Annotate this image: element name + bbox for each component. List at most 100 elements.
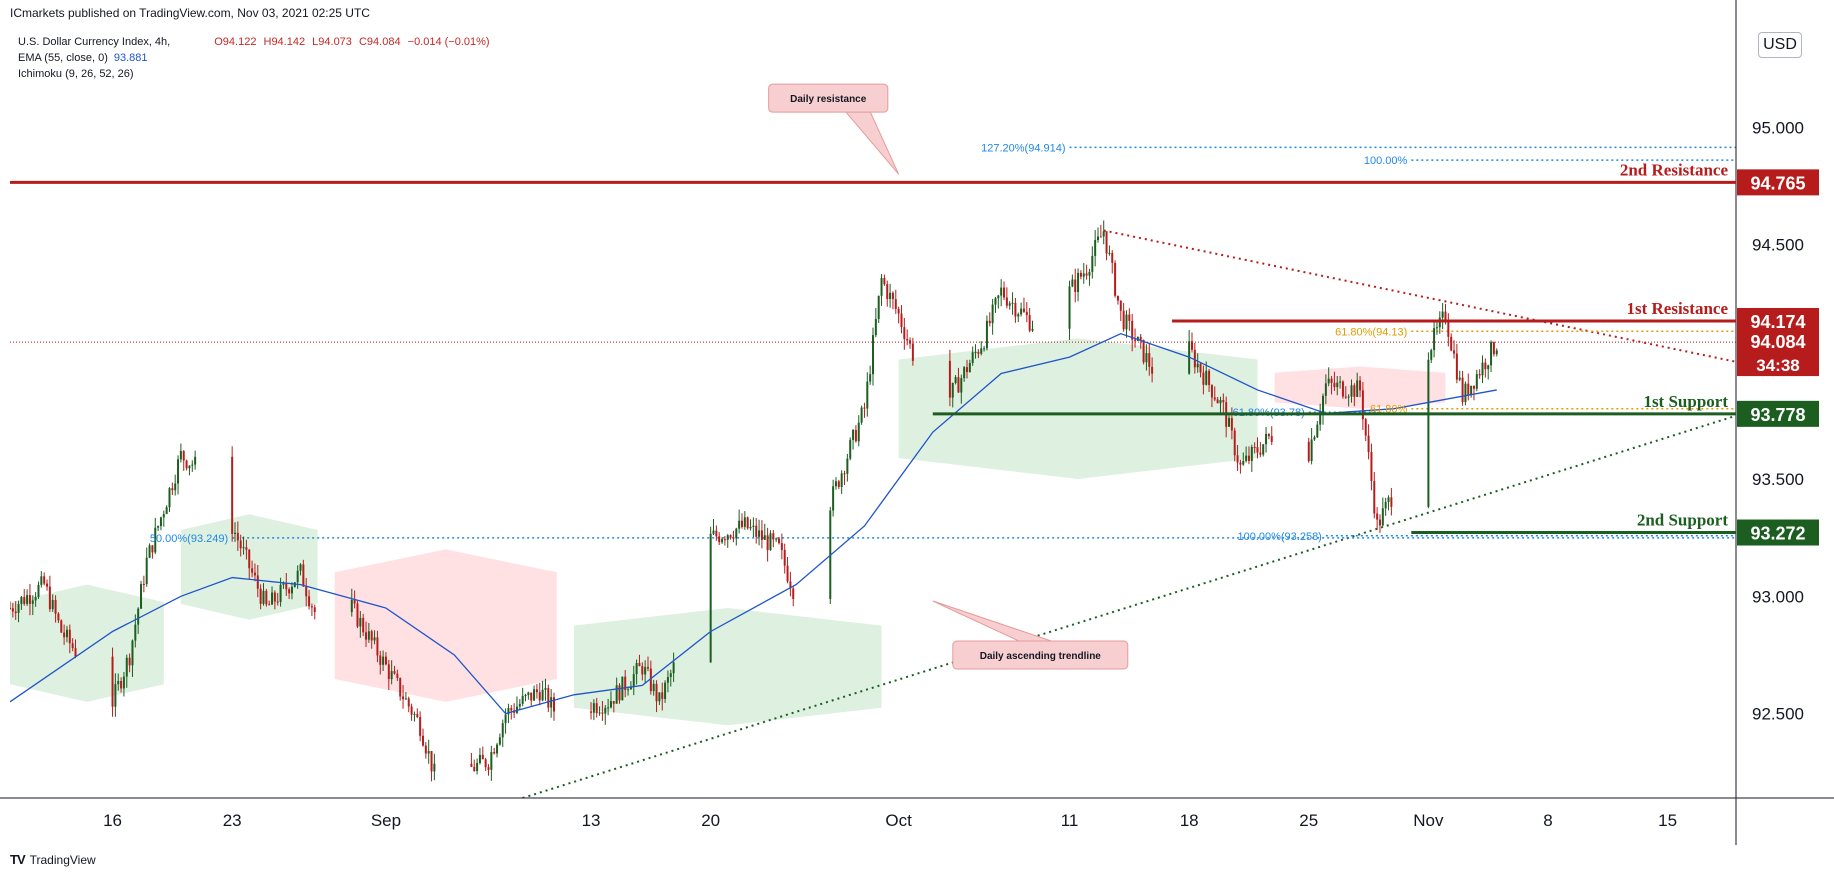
- candle-body: [419, 717, 422, 736]
- candle: [527, 691, 530, 700]
- candle: [1265, 427, 1268, 453]
- candle-body: [886, 284, 889, 300]
- candle-body: [279, 584, 282, 602]
- candle-body: [1430, 350, 1433, 360]
- candle: [780, 533, 783, 560]
- candle: [618, 683, 621, 704]
- candle-body: [1079, 272, 1082, 277]
- candle-body: [894, 299, 897, 309]
- candle-body: [786, 565, 789, 582]
- candle: [632, 665, 635, 696]
- level-price-label: 94.174: [1750, 312, 1805, 332]
- candle: [1114, 260, 1117, 298]
- candle-body: [1370, 452, 1373, 482]
- candle: [840, 470, 843, 494]
- candle-body: [1478, 374, 1481, 376]
- level-name: 1st Support: [1643, 392, 1728, 411]
- candle-body: [367, 631, 370, 640]
- candle-body: [1190, 341, 1193, 350]
- candle-body: [1122, 310, 1125, 330]
- candle-body: [1228, 418, 1231, 427]
- candle-body: [507, 707, 510, 715]
- candle-body: [1341, 381, 1344, 397]
- candle: [145, 547, 148, 587]
- candle: [854, 425, 857, 443]
- candle: [988, 312, 991, 327]
- candle: [886, 280, 889, 307]
- candle-body: [1322, 395, 1325, 414]
- candle-body: [14, 611, 17, 614]
- candle-body: [541, 689, 544, 701]
- candle: [185, 459, 188, 471]
- candle: [1222, 393, 1225, 414]
- countdown-label: 34:38: [1756, 356, 1799, 375]
- candle: [1085, 264, 1088, 280]
- candle-body: [963, 367, 966, 379]
- candle: [28, 584, 31, 616]
- candle: [1219, 396, 1222, 413]
- candle-body: [1097, 236, 1100, 241]
- candle-body: [1265, 434, 1268, 445]
- candle-body: [763, 535, 766, 540]
- candle: [1373, 471, 1376, 519]
- candle-body: [538, 692, 541, 701]
- candle: [1068, 280, 1071, 340]
- candle: [906, 329, 909, 346]
- candle-body: [1319, 413, 1322, 425]
- candle: [723, 535, 726, 546]
- candle: [1245, 446, 1248, 463]
- candle-body: [968, 363, 971, 373]
- candle-body: [1481, 362, 1484, 376]
- tradingview-footer[interactable]: TV TradingView: [10, 852, 96, 867]
- candle-body: [615, 685, 618, 704]
- candle: [1091, 246, 1094, 279]
- candle: [983, 345, 986, 352]
- candle-body: [874, 318, 877, 336]
- candle: [151, 545, 154, 559]
- candle-body: [1484, 362, 1487, 370]
- candle: [758, 519, 761, 546]
- candle: [1267, 433, 1270, 440]
- candle: [869, 365, 872, 385]
- candle-body: [524, 695, 527, 697]
- candle-body: [498, 737, 501, 745]
- candle-body: [595, 703, 598, 714]
- ema-label[interactable]: EMA (55, close, 0): [18, 52, 108, 64]
- candle: [498, 733, 501, 746]
- candle-body: [854, 429, 857, 442]
- candle: [14, 601, 17, 620]
- candle-body: [715, 530, 718, 537]
- candle: [34, 592, 37, 607]
- currency-button[interactable]: USD: [1758, 32, 1802, 58]
- kumo-cloud: [898, 338, 1258, 480]
- candle-body: [863, 407, 866, 409]
- candle: [165, 505, 168, 515]
- candle: [874, 308, 877, 338]
- candle: [1094, 230, 1097, 267]
- candle-body: [504, 714, 507, 724]
- candle: [963, 366, 966, 382]
- close-value: C94.084: [358, 36, 401, 48]
- candle: [669, 669, 672, 687]
- candle: [419, 711, 422, 742]
- candle-body: [857, 422, 860, 442]
- candle-body: [154, 527, 157, 553]
- candle-body: [900, 313, 903, 328]
- candle: [900, 305, 903, 334]
- candle-body: [544, 688, 547, 690]
- candle-body: [46, 583, 49, 587]
- ichimoku-label[interactable]: Ichimoku (9, 26, 52, 26): [18, 68, 134, 80]
- callout-text: Daily resistance: [790, 94, 867, 105]
- candle: [1472, 385, 1475, 401]
- candle: [242, 536, 245, 555]
- candle-body: [68, 629, 71, 644]
- candle-body: [302, 564, 305, 587]
- kumo-cloud: [573, 608, 882, 726]
- candle: [889, 283, 892, 308]
- tradingview-logo-icon: TV: [10, 852, 26, 867]
- candle: [122, 671, 125, 697]
- y-tick-label: 92.500: [1752, 705, 1804, 724]
- candle: [407, 696, 410, 713]
- candle-body: [37, 584, 40, 598]
